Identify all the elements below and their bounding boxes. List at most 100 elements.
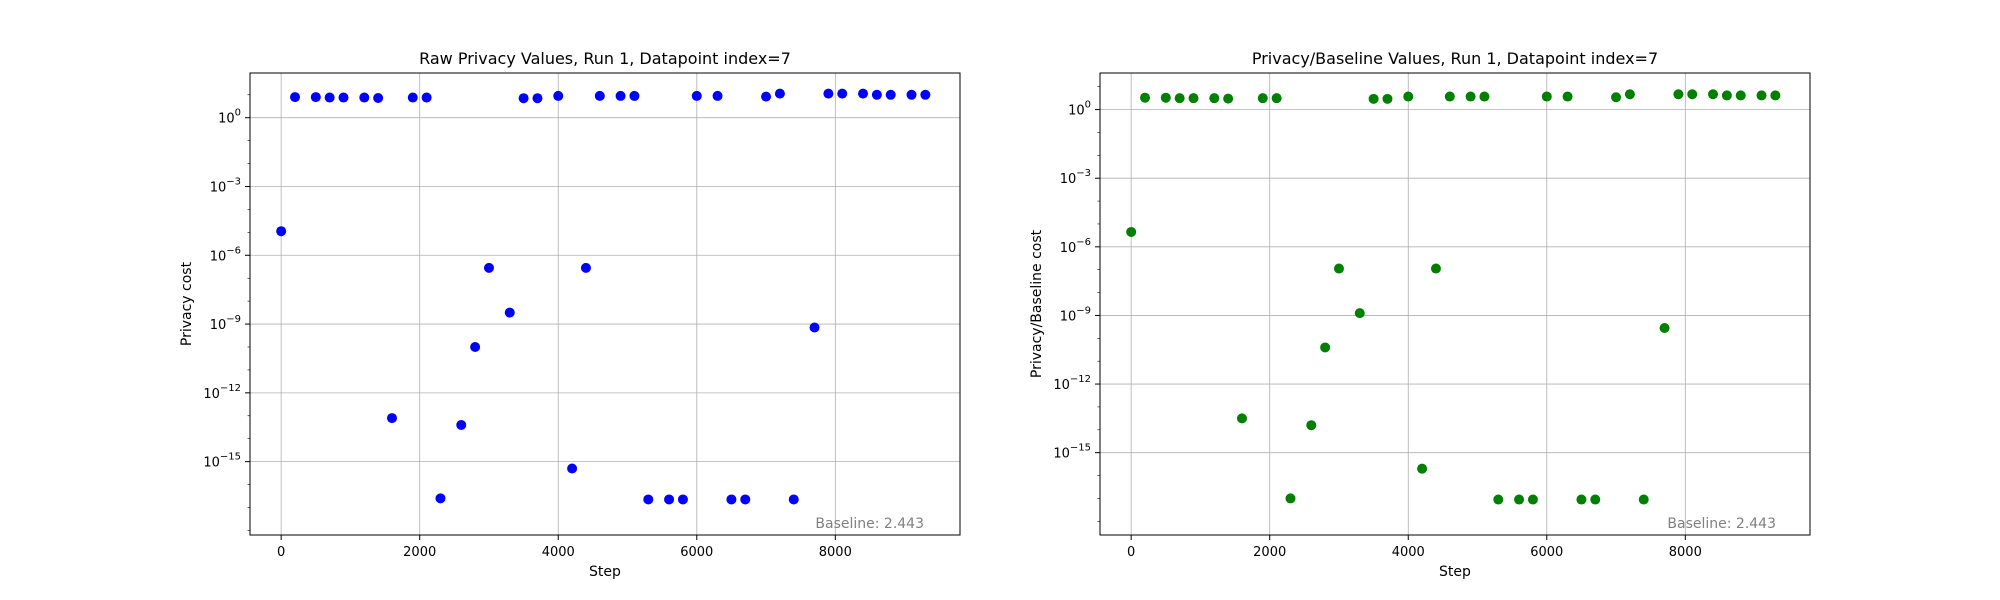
data-point (407, 92, 418, 103)
data-point (1479, 91, 1490, 102)
data-point (1541, 91, 1552, 102)
grid (250, 73, 960, 535)
x-tick-label: 6000 (680, 545, 713, 560)
data-point (1590, 494, 1601, 505)
data-point (1237, 413, 1247, 424)
data-point (1320, 342, 1331, 353)
data-point (483, 262, 494, 273)
data-point (421, 92, 432, 103)
y-tick-label: 10−6 (1060, 237, 1091, 256)
data-point (871, 89, 882, 100)
data-point (456, 419, 467, 430)
data-point (276, 226, 287, 237)
data-point (290, 92, 301, 103)
data-point (1271, 93, 1282, 104)
chart-title: Privacy/Baseline Values, Run 1, Datapoin… (1252, 49, 1658, 68)
chart-raw-privacy: Raw Privacy Values, Run 1, Datapoint ind… (179, 49, 961, 580)
data-point (1687, 89, 1698, 100)
x-tick-label: 6000 (1530, 545, 1563, 560)
y-tick-label: 10−9 (210, 314, 241, 333)
data-point (1223, 93, 1234, 104)
x-tick-label: 4000 (1392, 545, 1425, 560)
data-point (858, 88, 869, 99)
y-tick-label: 10−15 (203, 452, 241, 471)
y-tick-label: 100 (1068, 100, 1091, 119)
x-axis: 0 2000 4000 6000 8000 (1127, 535, 1702, 560)
data-point (837, 88, 848, 99)
data-point (1611, 92, 1622, 103)
data-point (1708, 89, 1719, 100)
y-tick-label: 10−12 (1053, 374, 1091, 393)
baseline-annotation: Baseline: 2.443 (1667, 516, 1776, 532)
data-point (691, 90, 702, 101)
data-point (518, 93, 529, 104)
y-tick-label: 10−9 (1060, 305, 1091, 324)
data-point (1333, 263, 1344, 274)
data-point (1514, 494, 1525, 505)
data-point (567, 463, 578, 474)
data-point (1527, 494, 1538, 505)
data-point (664, 494, 675, 505)
data-point (1140, 92, 1151, 103)
data-point (359, 92, 370, 103)
data-point (1756, 90, 1767, 101)
x-tick-label: 8000 (819, 545, 852, 560)
data-point (1306, 420, 1317, 431)
y-axis: 100 10−3 10−6 10−9 10−12 10−15 (1053, 86, 1100, 522)
y-tick-label: 10−12 (203, 383, 241, 402)
y-tick-label: 100 (218, 108, 241, 127)
data-points (276, 88, 931, 505)
data-point (677, 494, 688, 505)
data-point (373, 92, 384, 103)
data-point (1562, 91, 1573, 102)
data-point (1209, 93, 1220, 104)
data-point (1285, 493, 1296, 504)
y-axis-label: Privacy cost (179, 261, 195, 346)
data-point (726, 494, 737, 505)
data-point (906, 89, 917, 100)
x-tick-label: 2000 (1253, 545, 1286, 560)
data-point (1126, 226, 1137, 237)
data-point (504, 307, 515, 318)
data-point (761, 91, 772, 102)
x-tick-label: 2000 (403, 545, 436, 560)
data-point (1624, 89, 1635, 100)
plot-frame (1099, 72, 1811, 536)
data-point (615, 90, 626, 101)
data-point (774, 88, 785, 99)
y-tick-label: 10−3 (210, 176, 241, 195)
data-point (1659, 323, 1670, 334)
data-point (310, 92, 321, 103)
data-point (1444, 91, 1455, 102)
data-point (1465, 91, 1476, 102)
data-point (1638, 494, 1649, 505)
data-point (387, 413, 397, 424)
data-point (470, 341, 481, 352)
data-point (1403, 91, 1414, 102)
baseline-annotation: Baseline: 2.443 (815, 516, 924, 532)
data-point (553, 90, 564, 101)
data-point (324, 92, 335, 103)
data-point (435, 493, 446, 504)
y-axis: 100 10−3 10−6 10−9 10−12 10−15 (203, 94, 250, 531)
x-tick-label: 8000 (1669, 545, 1702, 560)
data-point (594, 90, 605, 101)
grid (1100, 73, 1810, 535)
data-point (1174, 93, 1185, 104)
data-point (1770, 90, 1781, 101)
data-point (1721, 90, 1732, 101)
x-axis-label: Step (589, 564, 621, 580)
y-tick-label: 10−6 (210, 245, 241, 264)
data-point (1160, 92, 1171, 103)
y-tick-label: 10−3 (1060, 168, 1091, 187)
data-point (1257, 93, 1268, 104)
data-point (643, 494, 654, 505)
x-tick-label: 0 (277, 545, 285, 560)
data-point (338, 92, 349, 103)
data-point (1368, 93, 1379, 104)
data-point (532, 93, 543, 104)
data-point (1354, 308, 1365, 319)
x-axis-label: Step (1439, 564, 1471, 580)
data-point (1735, 90, 1746, 101)
y-tick-label: 10−15 (1053, 443, 1091, 462)
